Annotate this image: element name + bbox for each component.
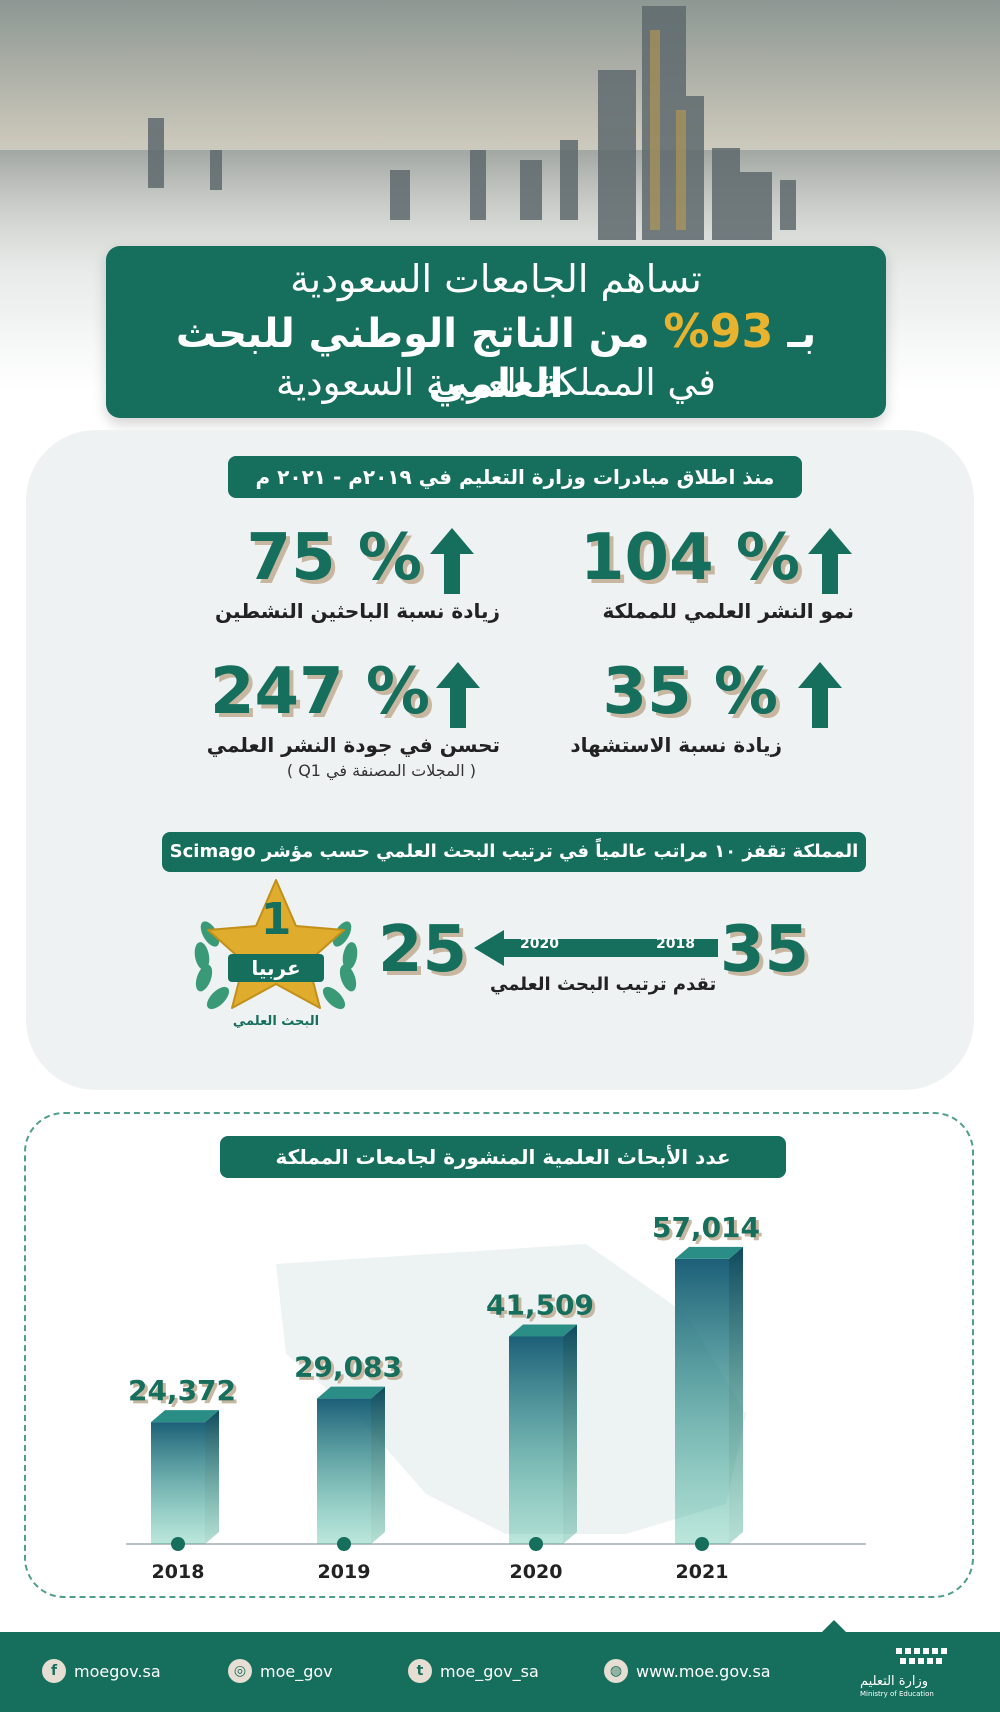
bar-2021 bbox=[675, 1258, 729, 1544]
stat-publication-growth: 104 % نمو النشر العلمي للمملكة bbox=[526, 522, 866, 632]
social-handle: moe_gov_sa bbox=[440, 1661, 539, 1681]
headline-line-1: تساهم الجامعات السعودية bbox=[290, 257, 702, 301]
bar-side-2018 bbox=[205, 1410, 219, 1544]
value-label-2019: 29,083 bbox=[294, 1351, 402, 1384]
category-label-2018: 2018 bbox=[152, 1561, 205, 1583]
stat-value: 75 % bbox=[246, 521, 422, 595]
stat-label: زيادة نسبة الباحثين النشطين bbox=[215, 599, 500, 623]
axis-dot-2019 bbox=[337, 1537, 351, 1551]
social-handle: moegov.sa bbox=[74, 1661, 161, 1681]
ministry-name-ar: وزارة التعليم bbox=[860, 1674, 929, 1689]
stats-panel: منذ اطلاق مبادرات وزارة التعليم في ٢٠١٩م… bbox=[26, 430, 974, 1090]
headline-percent: 93% bbox=[663, 304, 774, 358]
chart-title: عدد الأبحاث العلمية المنشورة لجامعات الم… bbox=[220, 1136, 786, 1178]
bar-top-2019 bbox=[317, 1386, 385, 1399]
category-label-2019: 2019 bbox=[318, 1561, 371, 1583]
axis-dot-2021 bbox=[695, 1537, 709, 1551]
arrow-up-icon bbox=[798, 662, 842, 728]
stat-label: تحسن في جودة النشر العلمي bbox=[206, 733, 500, 757]
stat-value: 247 % bbox=[210, 655, 430, 729]
headline-line-2: بـ 93% من الناتج الوطني للبحث العلمي bbox=[106, 306, 886, 409]
ministry-name-en: Ministry of Education bbox=[860, 1690, 934, 1698]
bar-top-2020 bbox=[509, 1324, 577, 1337]
bar-2020 bbox=[509, 1336, 563, 1544]
stat-sublabel: ( المجلات المصنفة في Q1 ) bbox=[286, 761, 476, 780]
stat-label: زيادة نسبة الاستشهاد bbox=[570, 733, 782, 757]
badge-sub: البحث العلمي bbox=[232, 1014, 320, 1029]
footer: f moegov.sa ◎ moe_gov t moe_gov_sa ◍ www… bbox=[0, 1620, 1000, 1712]
social-facebook[interactable]: f moegov.sa bbox=[42, 1656, 161, 1686]
headline-line-3: في المملكة العربية السعودية bbox=[276, 361, 716, 404]
ministry-logo-icon bbox=[896, 1648, 947, 1664]
badge-text: عربيا bbox=[228, 954, 324, 982]
social-handle: moe_gov bbox=[260, 1661, 333, 1681]
value-label-shadow-2020: 41,509 bbox=[489, 1291, 597, 1324]
arrow-up-icon bbox=[430, 528, 474, 594]
rank-to-year: 2020 bbox=[520, 936, 559, 952]
headline-box: تساهم الجامعات السعودية بـ 93% من الناتج… bbox=[106, 246, 886, 418]
category-label-2021: 2021 bbox=[676, 1561, 729, 1583]
bar-chart-svg: 24,37224,372201829,08329,083201941,50941… bbox=[126, 1211, 866, 1583]
arrow-up-icon bbox=[436, 662, 480, 728]
globe-icon: ◍ bbox=[604, 1659, 628, 1683]
headline-prefix: بـ bbox=[787, 311, 817, 357]
stat-value: 104 % bbox=[580, 521, 800, 595]
stat-label: نمو النشر العلمي للمملكة bbox=[602, 599, 854, 623]
bar-top-2021 bbox=[675, 1246, 743, 1259]
stat-active-researchers: 75 % زيادة نسبة الباحثين النشطين bbox=[160, 522, 500, 632]
badge-number: 1 bbox=[260, 894, 292, 945]
value-label-2018: 24,372 bbox=[128, 1374, 236, 1407]
value-label-2021: 57,014 bbox=[652, 1211, 760, 1244]
value-label-shadow-2021: 57,014 bbox=[655, 1214, 763, 1247]
axis-dot-2018 bbox=[171, 1537, 185, 1551]
arrow-left-icon bbox=[474, 930, 718, 966]
bar-side-2021 bbox=[729, 1246, 743, 1544]
axis-dot-2020 bbox=[529, 1537, 543, 1551]
bar-side-2019 bbox=[371, 1386, 385, 1544]
ministry-logo: وزارة التعليم Ministry of Education bbox=[860, 1646, 970, 1702]
value-label-shadow-2019: 29,083 bbox=[297, 1354, 405, 1387]
footer-notch bbox=[822, 1620, 846, 1632]
publications-chart: عدد الأبحاث العلمية المنشورة لجامعات الم… bbox=[24, 1112, 974, 1598]
category-label-2020: 2020 bbox=[510, 1561, 563, 1583]
value-label-2020: 41,509 bbox=[486, 1288, 594, 1321]
rank-to: 25 bbox=[378, 913, 468, 987]
bar-2018 bbox=[151, 1422, 205, 1544]
social-website[interactable]: ◍ www.moe.gov.sa bbox=[604, 1656, 771, 1686]
value-label-shadow-2018: 24,372 bbox=[131, 1377, 239, 1410]
social-handle: www.moe.gov.sa bbox=[636, 1661, 771, 1681]
bar-side-2020 bbox=[563, 1324, 577, 1544]
first-arab-badge: 1 عربيا البحث العلمي bbox=[176, 874, 376, 1034]
rank-from-year: 2018 bbox=[656, 936, 695, 952]
rank-caption: تقدم ترتيب البحث العلمي bbox=[490, 974, 717, 995]
social-instagram[interactable]: ◎ moe_gov bbox=[228, 1656, 333, 1686]
stat-publication-quality: 247 % تحسن في جودة النشر العلمي ( المجلا… bbox=[160, 655, 500, 780]
headline-line-2-text: من الناتج الوطني للبحث العلمي bbox=[175, 311, 650, 407]
rank-from: 35 bbox=[720, 913, 810, 987]
ranking-banner: المملكة تقفز ١٠ مراتب عالمياً في ترتيب ا… bbox=[162, 832, 866, 872]
facebook-icon: f bbox=[42, 1659, 66, 1683]
since-banner: منذ اطلاق مبادرات وزارة التعليم في ٢٠١٩م… bbox=[228, 456, 802, 498]
stat-citations: 35 % زيادة نسبة الاستشهاد bbox=[526, 656, 866, 766]
social-twitter[interactable]: t moe_gov_sa bbox=[408, 1656, 539, 1686]
twitter-icon: t bbox=[408, 1659, 432, 1683]
stat-value: 35 % bbox=[602, 655, 778, 729]
ranking-progress: 35 2018 2020 25 تقدم ترتيب البحث العلمي bbox=[26, 879, 974, 1029]
arrow-up-icon bbox=[808, 528, 852, 594]
bar-2019 bbox=[317, 1398, 371, 1544]
instagram-icon: ◎ bbox=[228, 1659, 252, 1683]
bar-top-2018 bbox=[151, 1410, 219, 1423]
